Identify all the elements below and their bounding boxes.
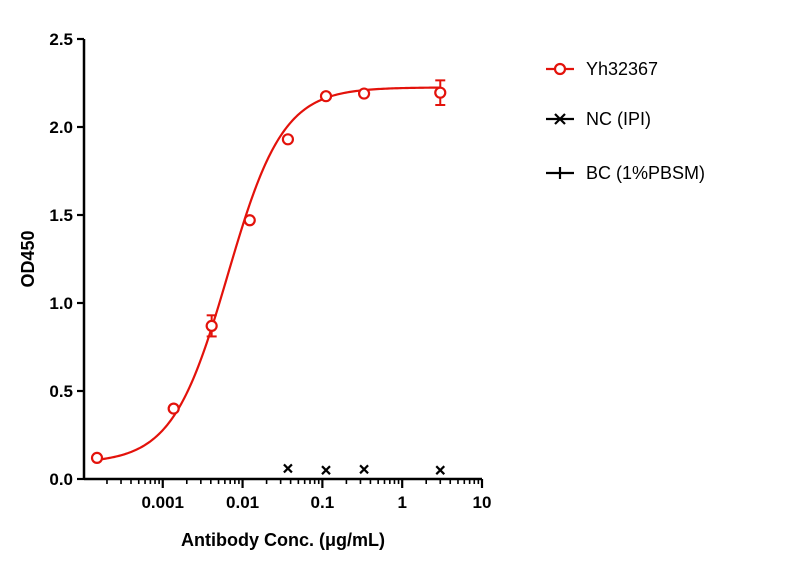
data-point-yh32367	[357, 87, 371, 100]
legend-label: BC (1%PBSM)	[586, 163, 705, 183]
data-point-nc-ipi	[283, 463, 293, 474]
legend-marker-x	[554, 113, 566, 125]
data-point-nc-ipi	[435, 465, 446, 475]
data-point-nc-ipi	[359, 464, 369, 475]
data-point-nc-ipi	[321, 465, 331, 475]
axes	[82, 39, 482, 481]
y-tick-label: 1.0	[49, 294, 73, 313]
x-axis-title: Antibody Conc. (μg/mL)	[181, 530, 385, 550]
data-point-yh32367	[434, 86, 447, 99]
y-axis-title: OD450	[18, 230, 38, 287]
x-tick-label: 0.01	[226, 493, 259, 512]
data-point-yh32367	[205, 319, 218, 332]
x-tick-label: 0.001	[141, 493, 184, 512]
plot-area	[90, 79, 447, 475]
x-tick-label: 0.1	[311, 493, 335, 512]
y-ticks: 0.0 0.5 1.0 1.5 2.0 2.5	[49, 30, 84, 489]
y-tick-label: 0.0	[49, 470, 73, 489]
y-tick-label: 2.0	[49, 118, 73, 137]
data-point-yh32367	[90, 451, 104, 464]
x-marker-stroke	[359, 464, 369, 475]
legend-marker-circle	[553, 62, 567, 76]
y-tick-label: 2.5	[49, 30, 73, 49]
x-ticks: 0.001 0.01 0.1 1 10	[106, 479, 492, 512]
legend-label: NC (IPI)	[586, 109, 651, 129]
x-marker-stroke	[435, 465, 446, 475]
data-point-yh32367	[243, 214, 256, 227]
x-tick-label: 10	[473, 493, 492, 512]
y-tick-label: 1.5	[49, 206, 73, 225]
x-tick-label: 1	[397, 493, 406, 512]
data-point-yh32367	[319, 90, 333, 103]
data-point-yh32367	[167, 402, 180, 415]
legend: Yh32367 NC (IPI) BC (1%PBSM)	[546, 59, 705, 183]
legend-label: Yh32367	[586, 59, 658, 79]
data-point-yh32367	[281, 133, 295, 146]
x-marker-stroke	[283, 463, 293, 474]
x-marker-stroke	[321, 465, 331, 475]
y-tick-label: 0.5	[49, 382, 73, 401]
fit-curve-yh32367	[96, 86, 441, 461]
